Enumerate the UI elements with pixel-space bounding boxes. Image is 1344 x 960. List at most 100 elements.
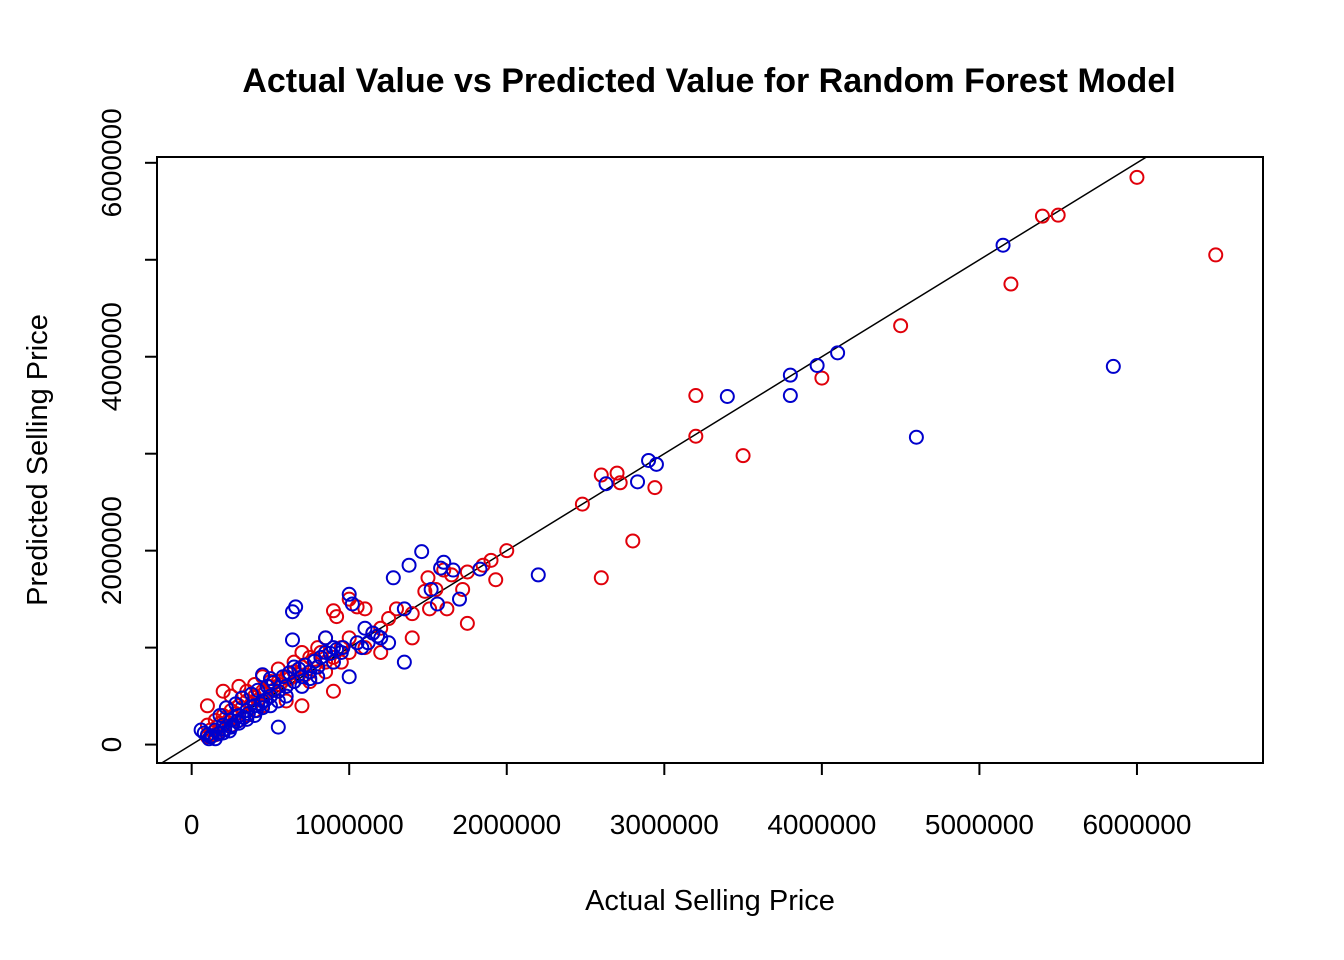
data-point xyxy=(341,669,357,685)
data-point xyxy=(574,496,590,512)
data-point xyxy=(908,429,924,445)
chart-title: Actual Value vs Predicted Value for Rand… xyxy=(242,62,1175,100)
x-tick-label: 5000000 xyxy=(925,809,1034,840)
x-tick-label: 0 xyxy=(184,809,200,840)
data-point xyxy=(294,678,310,694)
series-red xyxy=(199,169,1224,745)
data-point xyxy=(234,690,250,706)
data-point xyxy=(318,630,334,646)
data-point xyxy=(313,649,329,665)
data-point xyxy=(385,570,401,586)
data-point xyxy=(253,696,269,712)
data-point xyxy=(830,345,846,361)
points-layer xyxy=(193,169,1224,747)
data-point xyxy=(381,611,397,627)
data-point xyxy=(688,388,704,404)
data-point xyxy=(318,664,334,680)
y-tick-label: 4000000 xyxy=(96,302,127,411)
data-point xyxy=(396,601,412,617)
data-point xyxy=(593,570,609,586)
data-point xyxy=(236,709,252,725)
data-point xyxy=(325,683,341,699)
data-point xyxy=(302,671,318,687)
data-point xyxy=(270,719,286,735)
data-point xyxy=(451,591,467,607)
data-point xyxy=(893,318,909,334)
data-point xyxy=(344,596,360,612)
data-point xyxy=(530,567,546,583)
data-point xyxy=(388,601,404,617)
data-point xyxy=(488,572,504,588)
data-point xyxy=(445,562,461,578)
data-point xyxy=(240,706,256,722)
data-point xyxy=(1050,207,1066,223)
data-point xyxy=(429,596,445,612)
data-point xyxy=(401,557,417,573)
data-point xyxy=(258,692,274,708)
data-point xyxy=(204,728,220,744)
data-point xyxy=(333,654,349,670)
data-point xyxy=(417,583,433,599)
series-blue xyxy=(193,237,1121,747)
data-point xyxy=(404,630,420,646)
data-point xyxy=(281,665,297,681)
data-point xyxy=(472,561,488,577)
data-point xyxy=(647,480,663,496)
data-point xyxy=(625,533,641,549)
x-tick-label: 6000000 xyxy=(1082,809,1191,840)
y-axis-label: Predicted Selling Price xyxy=(22,314,54,606)
data-point xyxy=(284,632,300,648)
data-point xyxy=(225,717,241,733)
data-point xyxy=(1003,276,1019,292)
data-point xyxy=(598,476,614,492)
data-point xyxy=(294,698,310,714)
data-point xyxy=(250,682,266,698)
y-axis: 0 2000000 4000000 6000000 xyxy=(96,108,158,753)
data-point xyxy=(370,628,386,644)
data-point xyxy=(423,581,439,597)
data-point xyxy=(995,237,1011,253)
data-point xyxy=(648,456,664,472)
data-point xyxy=(499,543,515,559)
data-point xyxy=(809,357,825,373)
data-point xyxy=(335,640,351,656)
data-point xyxy=(593,467,609,483)
data-point xyxy=(199,698,215,714)
data-point xyxy=(612,475,628,491)
data-point xyxy=(373,644,389,660)
x-tick-label: 3000000 xyxy=(610,809,719,840)
data-point xyxy=(735,448,751,464)
data-point xyxy=(218,700,234,716)
data-point xyxy=(357,601,373,617)
data-point xyxy=(459,615,475,631)
y-tick-label: 0 xyxy=(96,737,127,753)
y-tick-label: 2000000 xyxy=(96,496,127,605)
x-axis: 0 1000000 2000000 3000000 4000000 5000000 6000… xyxy=(184,762,1191,840)
data-point xyxy=(630,474,646,490)
data-point xyxy=(349,635,365,651)
data-point xyxy=(341,586,357,602)
data-point xyxy=(373,620,389,636)
data-point xyxy=(1208,247,1224,263)
data-point xyxy=(782,367,798,383)
data-point xyxy=(414,544,430,560)
data-point xyxy=(310,669,326,685)
data-point xyxy=(641,452,657,468)
data-point xyxy=(688,428,704,444)
data-point xyxy=(814,370,830,386)
data-point xyxy=(357,620,373,636)
data-point xyxy=(609,465,625,481)
y-tick-label: 6000000 xyxy=(96,108,127,217)
data-point xyxy=(329,642,345,658)
x-axis-label: Actual Selling Price xyxy=(585,885,835,917)
data-point xyxy=(404,606,420,622)
x-tick-label: 1000000 xyxy=(295,809,404,840)
data-point xyxy=(1129,169,1145,185)
data-point xyxy=(262,688,278,704)
data-point xyxy=(284,604,300,620)
data-point xyxy=(719,388,735,404)
data-point xyxy=(278,693,294,709)
data-point xyxy=(422,601,438,617)
data-point xyxy=(483,552,499,568)
